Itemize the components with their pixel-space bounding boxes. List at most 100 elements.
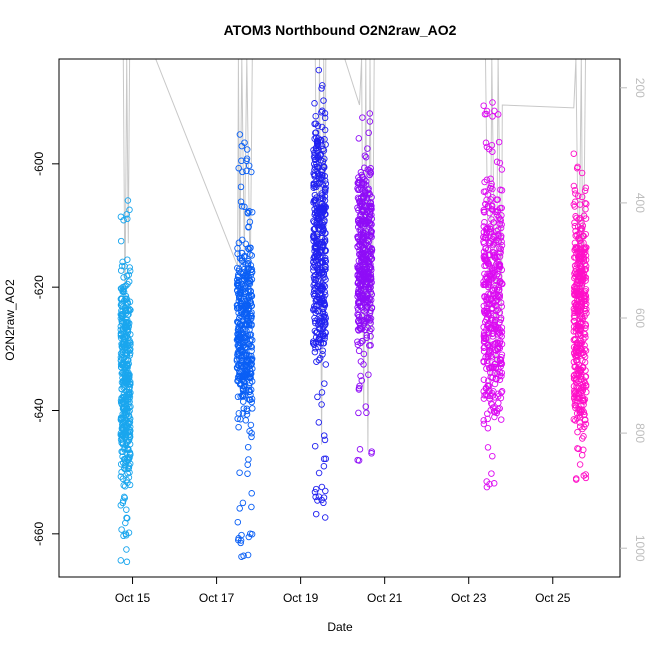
data-point [311,284,319,292]
data-point [498,333,505,340]
data-point [358,304,365,311]
scatter-cluster-2 [233,131,256,560]
x-tick-label: Oct 23 [451,591,487,605]
data-point [315,179,323,186]
data-point [126,460,134,467]
data-point [579,387,587,394]
data-point [311,341,318,349]
data-point [490,480,498,487]
data-point [119,448,127,456]
data-point [322,276,329,283]
data-point [365,243,372,250]
data-point [317,314,325,322]
data-point [487,223,494,230]
data-point [320,432,328,439]
data-point [364,166,372,173]
data-point [239,499,247,507]
data-point [318,389,326,396]
data-point [483,257,491,264]
data-point [321,172,328,180]
data-point [484,322,492,330]
data-point [245,456,252,463]
data-point [581,187,589,194]
data-point [237,359,245,367]
data-point [236,505,243,512]
data-point [248,490,255,497]
data-point [124,356,131,364]
data-point [574,405,582,412]
data-point [314,170,322,178]
data-point [578,408,585,415]
data-point [243,157,250,164]
data-point [313,329,320,336]
y-tick-label: -600 [32,151,46,175]
data-point [498,166,506,173]
data-point [318,229,326,236]
data-point [494,253,501,261]
data-point [581,266,589,274]
data-point [354,306,362,314]
data-point [242,304,250,311]
data-point [489,113,496,120]
data-point [242,308,250,316]
data-point [367,228,375,236]
data-point [487,175,494,183]
data-point [360,194,367,201]
data-point [124,470,131,477]
data-point [319,347,326,354]
data-point [570,201,578,208]
data-point [491,360,499,368]
data-point [364,284,372,291]
data-point [480,417,487,424]
data-point [582,262,590,270]
data-point [239,398,247,405]
data-point [360,350,368,358]
data-point [120,370,128,377]
data-point [581,199,589,207]
data-point [366,118,374,125]
data-point [234,302,241,309]
data-point [360,282,367,289]
data-point [318,192,326,199]
data-point [485,352,492,359]
data-point [491,322,499,330]
data-point [480,348,488,355]
y-tick-label: -640 [32,398,46,422]
data-point [248,208,256,216]
data-point [574,358,581,366]
data-point [493,286,501,293]
data-point [124,256,131,263]
data-point [572,328,580,335]
data-point [119,362,127,369]
data-point [321,302,329,309]
data-point [570,375,578,382]
data-point [312,485,320,493]
data-point [310,273,318,281]
data-point [354,456,361,464]
data-point [484,353,492,361]
data-point [498,303,505,310]
data-point [357,372,364,380]
data-point [315,66,323,74]
data-point [570,312,578,320]
data-point [123,272,131,280]
data-point [489,404,497,411]
data-point [315,135,322,142]
data-point [582,324,589,332]
data-point [321,333,328,340]
data-point [480,233,487,241]
data-point [241,341,248,349]
data-point [312,120,320,127]
data-point [583,244,590,251]
data-point [580,401,587,408]
data-point [495,399,502,407]
data-point [482,256,489,263]
data-point [244,551,252,559]
data-point [359,292,367,299]
data-point [313,209,321,216]
data-point [249,405,256,412]
data-point [576,412,583,419]
data-point [577,320,584,327]
data-point [243,268,251,275]
data-point [318,234,326,242]
